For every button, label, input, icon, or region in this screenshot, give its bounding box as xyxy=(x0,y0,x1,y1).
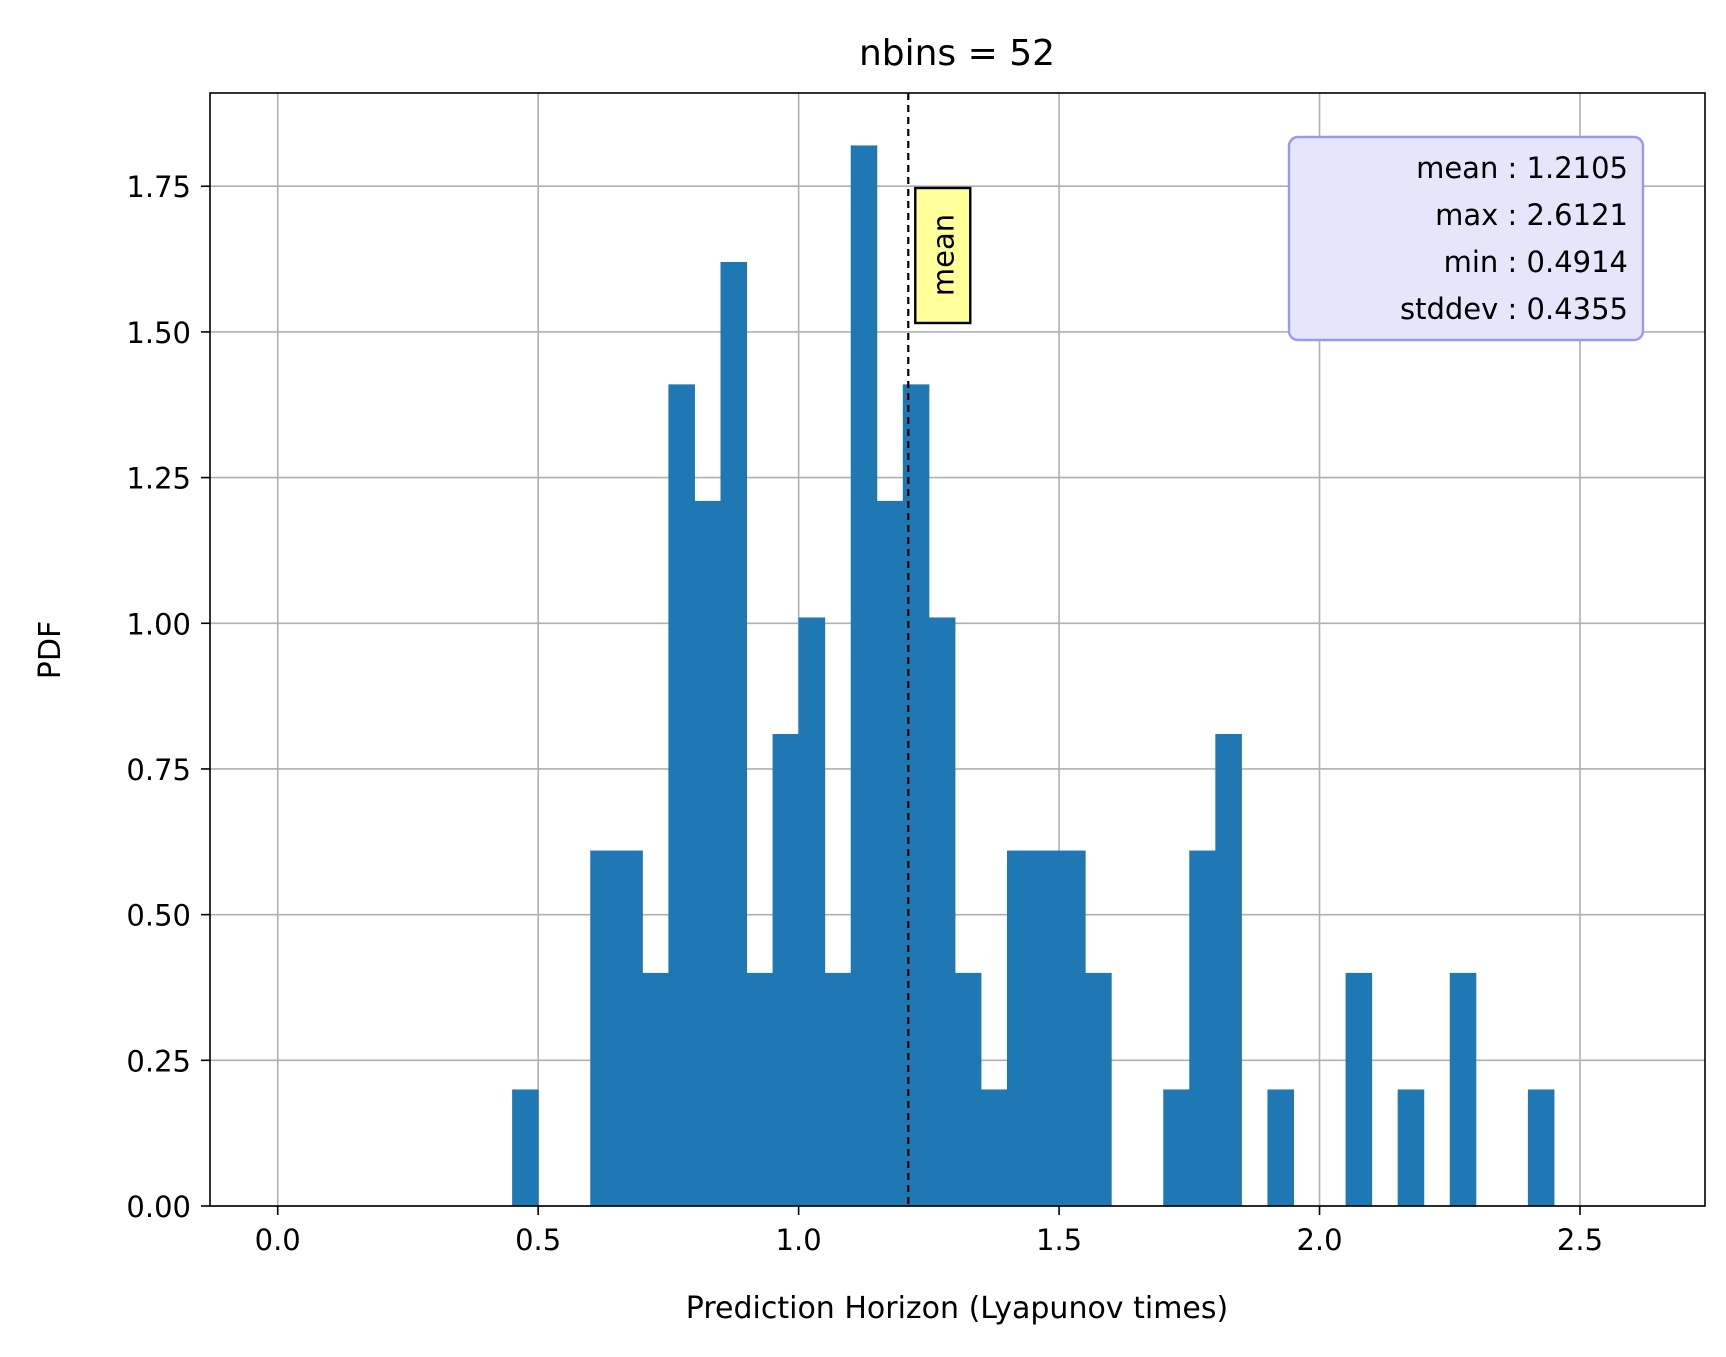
plot-frame xyxy=(209,92,1706,1207)
x-tick-label: 0.0 xyxy=(255,1223,301,1257)
x-tick-label: 2.0 xyxy=(1296,1223,1342,1257)
histogram-bars xyxy=(512,145,1555,1207)
x-tick-label: 1.5 xyxy=(1036,1223,1082,1257)
stats-line: mean : 1.2105 xyxy=(1416,151,1628,185)
y-axis-label: PDF xyxy=(33,621,68,679)
histogram-bar xyxy=(1397,1089,1425,1206)
histogram-bar xyxy=(694,500,721,1206)
stats-line: stddev : 0.4355 xyxy=(1400,292,1628,326)
histogram-bar xyxy=(1345,972,1373,1206)
histogram-bar xyxy=(772,733,800,1206)
histogram-bar xyxy=(668,384,695,1206)
x-axis-label: Prediction Horizon (Lyapunov times) xyxy=(686,1291,1228,1326)
stats-box: mean : 1.2105 max : 2.6121 min : 0.4914 std… xyxy=(1287,135,1645,342)
y-tick-label: 0.75 xyxy=(126,753,191,787)
histogram-bar xyxy=(980,1089,1008,1206)
histogram-bar xyxy=(1163,1089,1190,1206)
x-tick-label: 1.0 xyxy=(776,1223,822,1257)
histogram-bar xyxy=(876,500,904,1206)
histogram-bar xyxy=(1033,850,1060,1206)
histogram-bar xyxy=(1189,850,1216,1206)
histogram-bar xyxy=(720,261,748,1207)
histogram-bar xyxy=(590,850,617,1206)
stats-box-background xyxy=(1287,135,1645,342)
x-tick-label: 0.5 xyxy=(515,1223,561,1257)
y-tick-label: 1.00 xyxy=(126,607,191,641)
histogram-bar xyxy=(1085,972,1112,1206)
stats-line: max : 2.6121 xyxy=(1435,198,1628,232)
histogram-bar xyxy=(1006,850,1034,1206)
stats-line: min : 0.4914 xyxy=(1444,245,1628,279)
histogram-bar xyxy=(1215,733,1242,1206)
histogram-bar xyxy=(1059,850,1086,1206)
histogram-bar xyxy=(1449,972,1477,1206)
histogram-bar xyxy=(616,850,643,1206)
histogram-bar xyxy=(798,617,826,1206)
histogram-bar xyxy=(746,972,774,1206)
histogram-bar xyxy=(954,972,982,1206)
y-tick-label: 1.75 xyxy=(126,170,191,204)
mean-label-box xyxy=(914,186,972,325)
y-tick-label: 0.25 xyxy=(126,1044,191,1078)
y-tick-label: 1.50 xyxy=(126,316,191,350)
histogram-bar xyxy=(1527,1089,1555,1206)
mean-marker: mean xyxy=(907,93,972,1206)
histogram-bar xyxy=(928,617,956,1206)
y-tick-label: 0.50 xyxy=(126,899,191,933)
mean-label: mean xyxy=(926,214,960,296)
axis-ticks: 0.0 0.5 1.0 1.5 2.0 2.5 0.00 0.25 0.50 0.75 1.00 1.… xyxy=(126,170,1603,1257)
y-tick-label: 0.00 xyxy=(126,1190,191,1224)
x-tick-label: 2.5 xyxy=(1557,1223,1603,1257)
histogram-bar xyxy=(642,972,669,1206)
chart-title: nbins = 52 xyxy=(859,33,1055,74)
histogram-bar xyxy=(902,384,930,1206)
histogram-bar xyxy=(824,972,852,1206)
histogram-bar xyxy=(1267,1089,1294,1206)
histogram-bar xyxy=(850,145,878,1206)
y-tick-label: 1.25 xyxy=(126,462,191,496)
histogram-bar xyxy=(512,1089,539,1206)
